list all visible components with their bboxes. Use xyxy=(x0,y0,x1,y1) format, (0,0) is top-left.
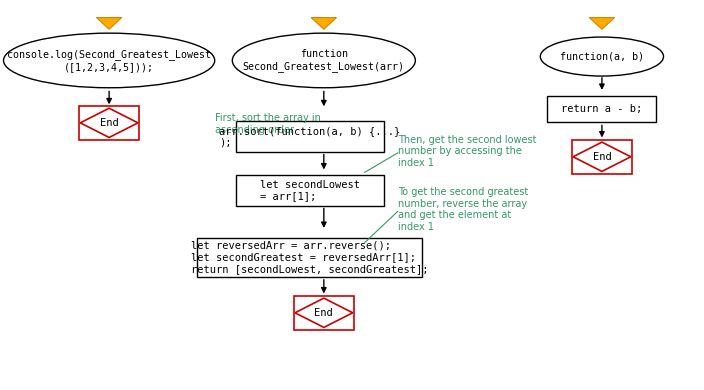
Text: function(a, b): function(a, b) xyxy=(560,51,644,62)
Ellipse shape xyxy=(4,33,215,88)
Ellipse shape xyxy=(232,33,415,88)
FancyBboxPatch shape xyxy=(548,96,657,122)
Polygon shape xyxy=(311,18,337,29)
Text: End: End xyxy=(100,118,118,128)
Polygon shape xyxy=(80,108,138,137)
Polygon shape xyxy=(589,18,615,29)
FancyBboxPatch shape xyxy=(197,238,422,277)
Text: let reversedArr = arr.reverse();
let secondGreatest = reversedArr[1];
return [se: let reversedArr = arr.reverse(); let sec… xyxy=(191,241,429,274)
Text: function
Second_Greatest_Lowest(arr): function Second_Greatest_Lowest(arr) xyxy=(243,49,405,72)
FancyBboxPatch shape xyxy=(572,140,632,174)
Text: Then, get the second lowest
number by accessing the
index 1: Then, get the second lowest number by ac… xyxy=(398,135,536,168)
FancyBboxPatch shape xyxy=(236,121,384,152)
Text: let secondLowest
= arr[1];: let secondLowest = arr[1]; xyxy=(260,179,360,201)
FancyBboxPatch shape xyxy=(79,106,139,140)
Polygon shape xyxy=(295,298,353,328)
Text: arr.sort(function(a, b) {...}
);: arr.sort(function(a, b) {...} ); xyxy=(219,126,401,147)
Polygon shape xyxy=(96,18,122,29)
Text: End: End xyxy=(315,308,333,318)
Text: End: End xyxy=(593,152,611,162)
Text: console.log(Second_Greatest_Lowest
([1,2,3,4,5]));: console.log(Second_Greatest_Lowest ([1,2… xyxy=(7,49,211,72)
Polygon shape xyxy=(573,142,631,172)
Text: To get the second greatest
number, reverse the array
and get the element at
inde: To get the second greatest number, rever… xyxy=(398,187,528,232)
FancyBboxPatch shape xyxy=(294,296,354,330)
Text: return a - b;: return a - b; xyxy=(561,104,643,114)
Ellipse shape xyxy=(541,37,663,76)
FancyBboxPatch shape xyxy=(236,175,384,206)
Text: First, sort the array in
ascending order: First, sort the array in ascending order xyxy=(215,113,320,135)
